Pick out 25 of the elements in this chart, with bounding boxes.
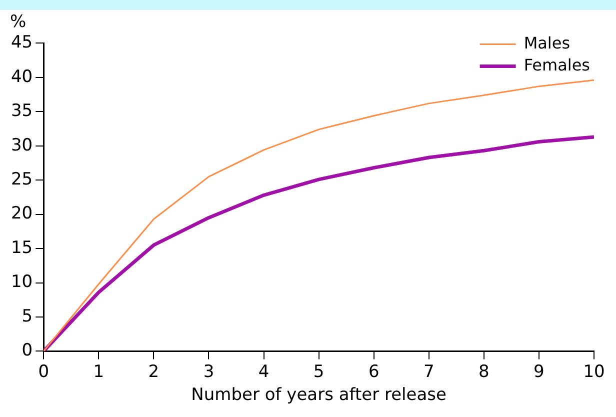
y-tick-label: 40 — [10, 66, 33, 87]
y-tick-label: 5 — [22, 306, 33, 326]
y-tick-label: 15 — [10, 238, 33, 258]
y-axis-title: % — [9, 11, 28, 32]
y-tick-label: 30 — [10, 135, 33, 156]
y-tick-label: 25 — [10, 170, 33, 190]
x-tick-label: 7 — [423, 362, 434, 382]
x-tick-label: 9 — [534, 362, 544, 382]
x-tick-label: 2 — [148, 362, 160, 382]
x-tick-label: 3 — [203, 362, 214, 382]
y-tick-label: 35 — [10, 101, 33, 122]
x-tick-label: 8 — [478, 362, 490, 382]
legend-label: Females — [524, 55, 590, 74]
x-tick-label: 6 — [368, 362, 380, 382]
x-tick-label: 10 — [583, 362, 605, 382]
y-tick-label: 0 — [22, 340, 33, 361]
legend-label: Males — [524, 33, 570, 52]
x-tick-label: 4 — [258, 362, 270, 382]
x-tick-label: 5 — [313, 362, 324, 382]
y-tick-label: 45 — [10, 32, 33, 53]
x-axis-title: Number of years after release — [191, 385, 446, 406]
x-tick-label: 0 — [38, 362, 50, 382]
x-tick-label: 1 — [93, 362, 104, 382]
y-tick-label: 10 — [10, 272, 33, 292]
y-tick-label: 20 — [10, 204, 33, 224]
